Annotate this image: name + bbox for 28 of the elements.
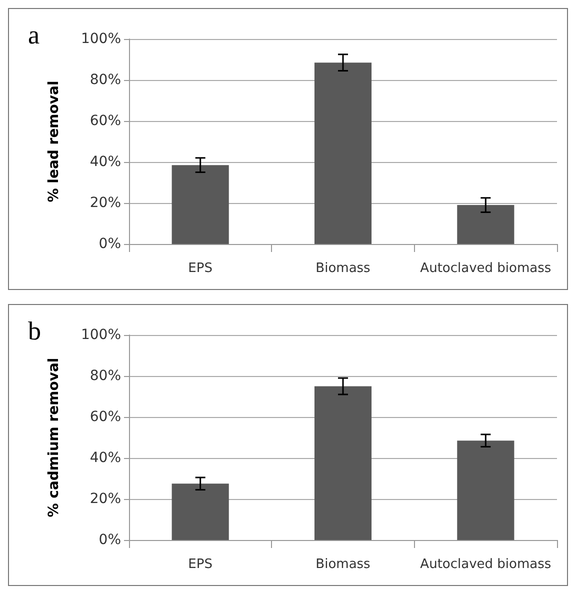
- x-tick-label: Biomass: [316, 557, 371, 572]
- y-tick-label: 100%: [80, 327, 121, 343]
- bar: [457, 205, 514, 244]
- y-tick-label: 60%: [90, 409, 121, 425]
- x-tick-label: EPS: [188, 261, 212, 276]
- y-tick-label: 0%: [98, 532, 121, 548]
- y-tick-label: 20%: [90, 195, 121, 211]
- y-tick-label: 20%: [90, 491, 121, 507]
- x-tick-label: Autoclaved biomass: [420, 261, 552, 276]
- bar: [172, 165, 229, 244]
- y-axis-title: % cadmium removal: [46, 358, 62, 518]
- y-tick-label: 0%: [98, 236, 121, 252]
- chart-title: a: [28, 20, 40, 50]
- bar: [457, 440, 514, 540]
- y-tick-label: 40%: [90, 450, 121, 466]
- x-tick-label: EPS: [188, 557, 212, 572]
- y-axis-title: % lead removal: [46, 80, 62, 202]
- bar: [172, 484, 229, 540]
- y-tick-label: 60%: [90, 113, 121, 129]
- bar: [314, 62, 372, 244]
- x-tick-label: Biomass: [316, 261, 371, 276]
- chart-title: b: [28, 316, 41, 346]
- bar: [314, 386, 372, 540]
- y-tick-label: 80%: [90, 368, 121, 384]
- y-tick-label: 80%: [90, 72, 121, 88]
- y-tick-label: 100%: [80, 31, 121, 47]
- x-tick-label: Autoclaved biomass: [420, 557, 552, 572]
- y-tick-label: 40%: [90, 154, 121, 170]
